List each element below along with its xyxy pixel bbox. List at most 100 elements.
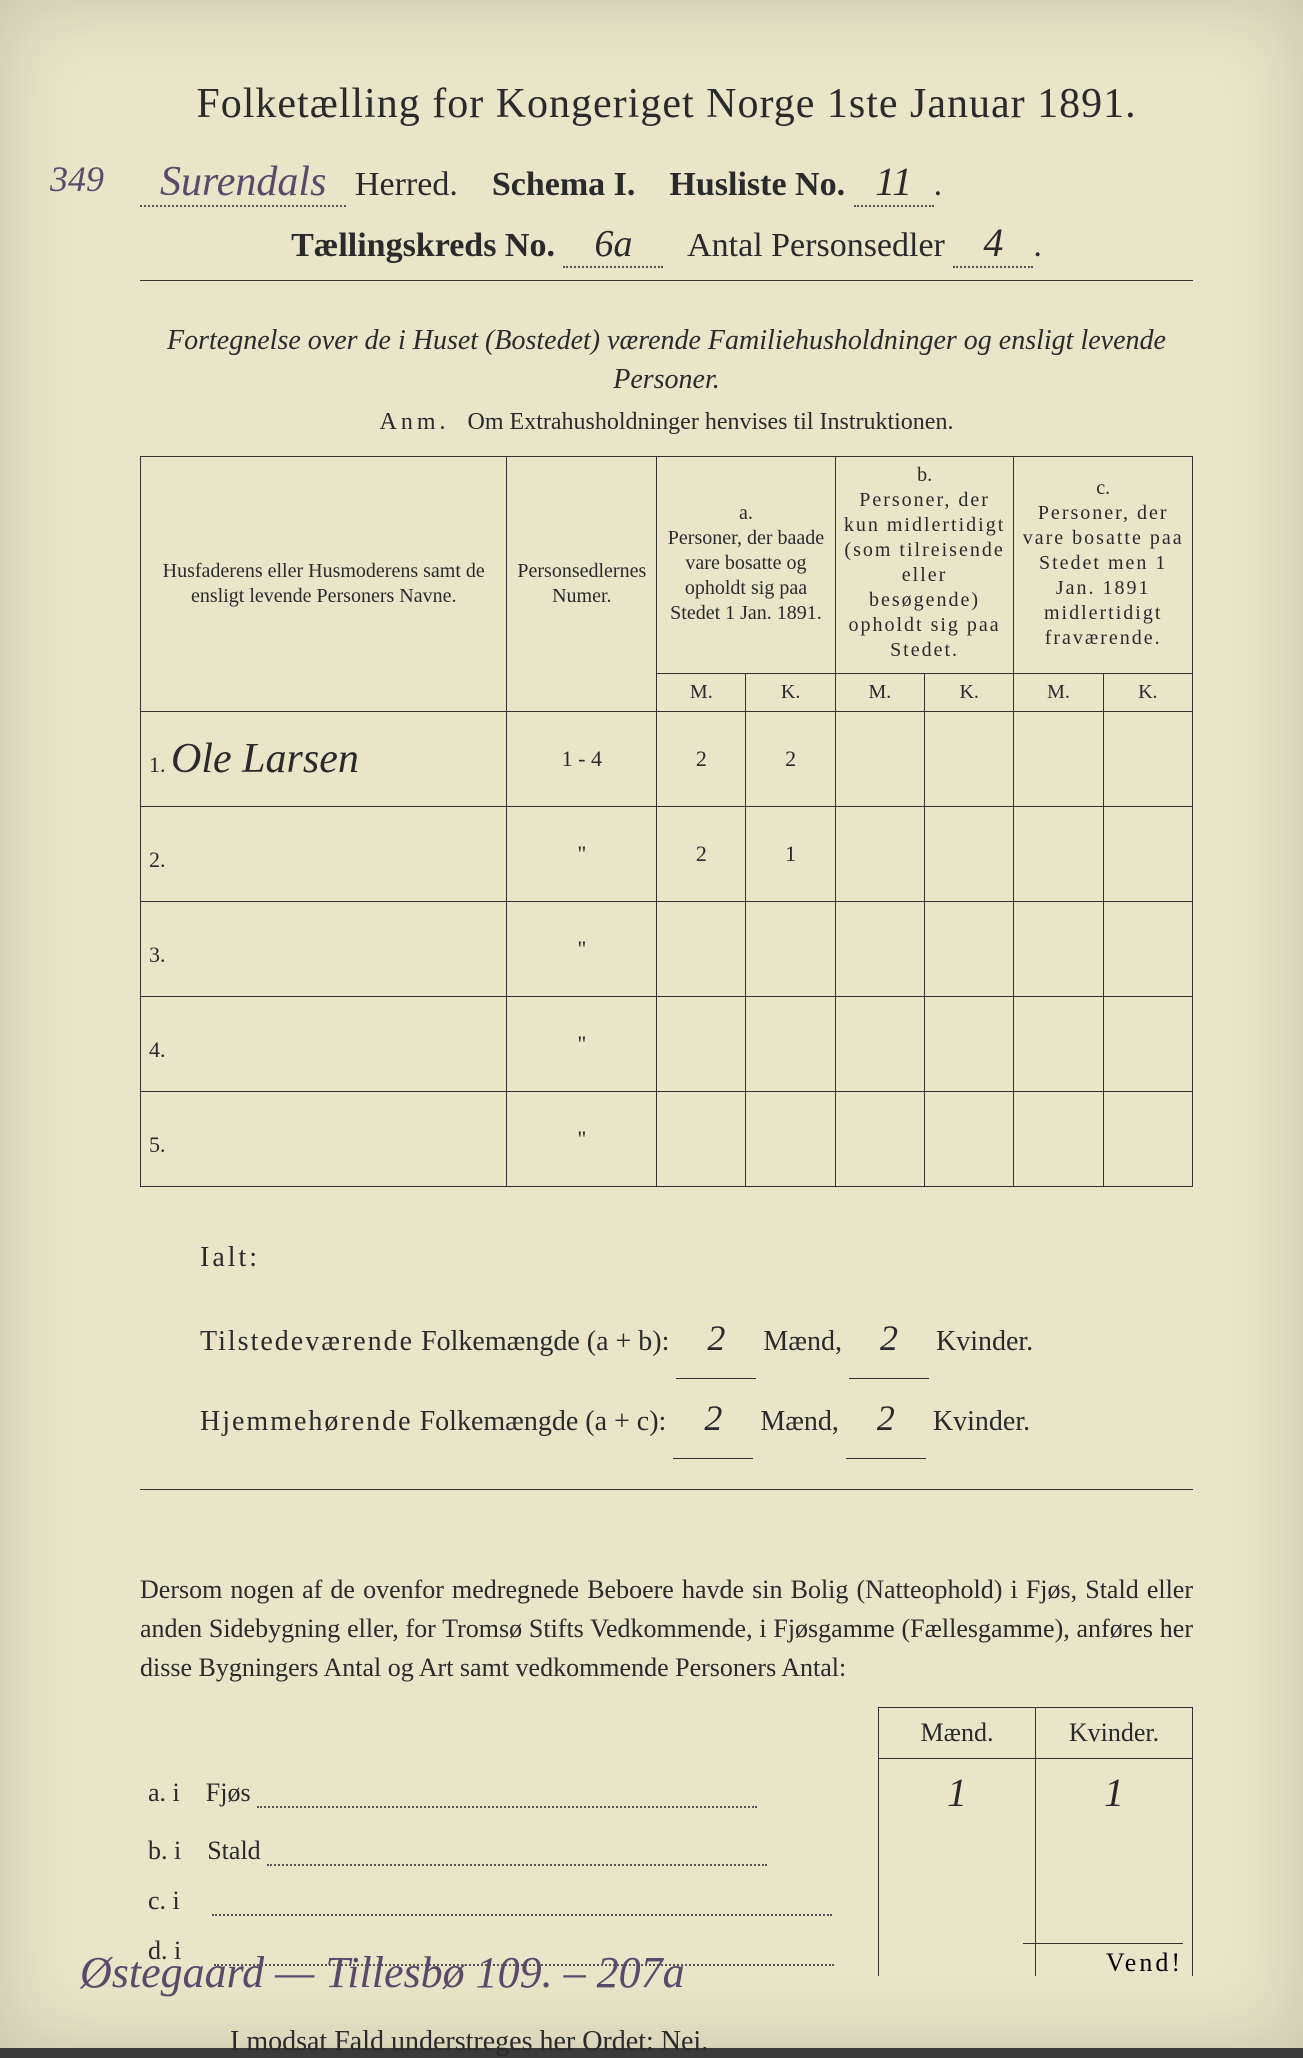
- row-numer: 1 - 4: [507, 712, 657, 807]
- col-c-header: c. Personer, der vare bosatte paa Stedet…: [1014, 457, 1193, 670]
- row-bM: [835, 1092, 924, 1187]
- row-cM: [1014, 1092, 1103, 1187]
- col-b-text: Personer, der kun midlertidigt (som tilr…: [844, 489, 1005, 661]
- row-bM: [835, 997, 924, 1092]
- col-c-label: c.: [1096, 477, 1110, 499]
- col-c-m: M.: [1014, 674, 1103, 712]
- bottom-k: [1036, 1876, 1193, 1926]
- row-bM: [835, 807, 924, 902]
- col-a-text: Personer, der baade vare bosatte og opho…: [668, 527, 824, 624]
- row-aK: [746, 1092, 835, 1187]
- bottom-m: [879, 1876, 1036, 1926]
- col-c-k: K.: [1103, 674, 1192, 712]
- census-form-page: Folketælling for Kongeriget Norge 1ste J…: [0, 0, 1303, 2048]
- row-name-cell: 5.: [141, 1092, 507, 1187]
- main-table: Husfaderens eller Husmoderens samt de en…: [140, 456, 1193, 1187]
- ialt-v1k: 2: [849, 1299, 929, 1379]
- col-a-m: M.: [657, 674, 746, 712]
- vend-label: Vend!: [1023, 1943, 1183, 1978]
- husliste-label: Husliste No.: [669, 166, 845, 203]
- husliste-no: 11: [854, 158, 934, 207]
- row-bM: [835, 902, 924, 997]
- table-row: 1. Ole Larsen1 - 422: [141, 712, 1193, 807]
- row-bK: [925, 807, 1014, 902]
- footer-handwritten: Østegaard — Tillesbø 109. – 207a: [80, 1947, 685, 1998]
- table-row: 2. "21: [141, 807, 1193, 902]
- ialt-block: Ialt: Tilstedeværende Folkemængde (a + b…: [140, 1227, 1193, 1459]
- bottom-lead: b. i Stald: [140, 1826, 879, 1876]
- row-numer: ": [507, 997, 657, 1092]
- antal-label: Antal Personsedler: [687, 227, 945, 264]
- col-b-m: M.: [835, 674, 924, 712]
- row-cK: [1103, 712, 1192, 807]
- ialt-line-2: Hjemmehørende Folkemængde (a + c): 2 Mæn…: [200, 1379, 1193, 1459]
- bottom-m: [879, 1926, 1036, 1976]
- row-cK: [1103, 1092, 1192, 1187]
- bottom-row: c. i: [140, 1876, 1193, 1926]
- row-cK: [1103, 997, 1192, 1092]
- col-b-header: b. Personer, der kun midlertidigt (som t…: [835, 457, 1014, 670]
- ialt-v2k: 2: [846, 1379, 926, 1459]
- row-cM: [1014, 807, 1103, 902]
- anm-text: Om Extrahusholdninger henvises til Instr…: [468, 409, 954, 435]
- table-row: 5. ": [141, 1092, 1193, 1187]
- row-name-cell: 3.: [141, 902, 507, 997]
- row-cK: [1103, 902, 1192, 997]
- kvinder-1: Kvinder.: [936, 1326, 1033, 1357]
- bottom-row: a. i Fjøs 11: [140, 1759, 1193, 1827]
- bottom-table: Mænd. Kvinder. a. i Fjøs 11b. i Stald c.…: [140, 1707, 1193, 1976]
- antal-val: 4: [953, 219, 1033, 268]
- bottom-row: b. i Stald: [140, 1826, 1193, 1876]
- row-cM: [1014, 712, 1103, 807]
- row-cM: [1014, 902, 1103, 997]
- col-c-text: Personer, der vare bosatte paa Stedet me…: [1023, 502, 1184, 649]
- row-bK: [925, 997, 1014, 1092]
- col-b-k: K.: [925, 674, 1014, 712]
- anm-label: Anm.: [380, 409, 450, 435]
- col1-text: Husfaderens eller Husmoderens samt de en…: [163, 560, 485, 607]
- header-line-2: Tællingskreds No. 6a Antal Personsedler …: [140, 219, 1193, 268]
- row-aK: 1: [746, 807, 835, 902]
- ialt2a: Hjemmehørende: [200, 1406, 413, 1437]
- header-line-1: 349 Surendals Herred. Schema I. Husliste…: [140, 158, 1193, 207]
- bottom-m: 1: [879, 1759, 1036, 1827]
- row-numer: ": [507, 1092, 657, 1187]
- col-a-label: a.: [739, 502, 753, 524]
- row-name-cell: 2.: [141, 807, 507, 902]
- col-b-label: b.: [917, 464, 932, 486]
- subtitle: Fortegnelse over de i Huset (Bostedet) v…: [140, 321, 1193, 399]
- col-a-k: K.: [746, 674, 835, 712]
- herred-label: Herred.: [355, 166, 458, 203]
- row-aK: [746, 997, 835, 1092]
- margin-number: 349: [50, 158, 104, 200]
- row-aM: [657, 1092, 746, 1187]
- bottom-m: [879, 1826, 1036, 1876]
- row-name-cell: 1. Ole Larsen: [141, 712, 507, 807]
- maend-1: Mænd,: [763, 1326, 842, 1357]
- row-aM: 2: [657, 807, 746, 902]
- bottom-lead: a. i Fjøs: [140, 1759, 879, 1827]
- table-row: 4. ": [141, 997, 1193, 1092]
- row-numer: ": [507, 902, 657, 997]
- paragraph: Dersom nogen af de ovenfor medregnede Be…: [140, 1570, 1193, 1687]
- ialt2b: Folkemængde (a + c):: [420, 1406, 667, 1437]
- kreds-no: 6a: [563, 222, 663, 268]
- bottom-k: 1: [1036, 1759, 1193, 1827]
- row-cK: [1103, 807, 1192, 902]
- row-bK: [925, 712, 1014, 807]
- row-numer: ": [507, 807, 657, 902]
- row-aK: 2: [746, 712, 835, 807]
- row-aM: [657, 902, 746, 997]
- ialt-v2m: 2: [673, 1379, 753, 1459]
- nei-line: I modsat Fald understreges her Ordet: Ne…: [140, 2026, 1193, 2058]
- anm-line: Anm. Om Extrahusholdninger henvises til …: [140, 409, 1193, 436]
- ialt-v1m: 2: [676, 1299, 756, 1379]
- ialt-label: Ialt:: [200, 1227, 1193, 1289]
- herred-name: Surendals: [140, 159, 346, 207]
- bottom-k: [1036, 1826, 1193, 1876]
- maend-2: Mænd,: [760, 1406, 839, 1437]
- col-numer-header: Personsedlernes Numer.: [507, 457, 657, 712]
- bottom-h1: Mænd.: [879, 1708, 1036, 1759]
- col-a-header: a. Personer, der baade vare bosatte og o…: [657, 457, 836, 670]
- table-row: 3. ": [141, 902, 1193, 997]
